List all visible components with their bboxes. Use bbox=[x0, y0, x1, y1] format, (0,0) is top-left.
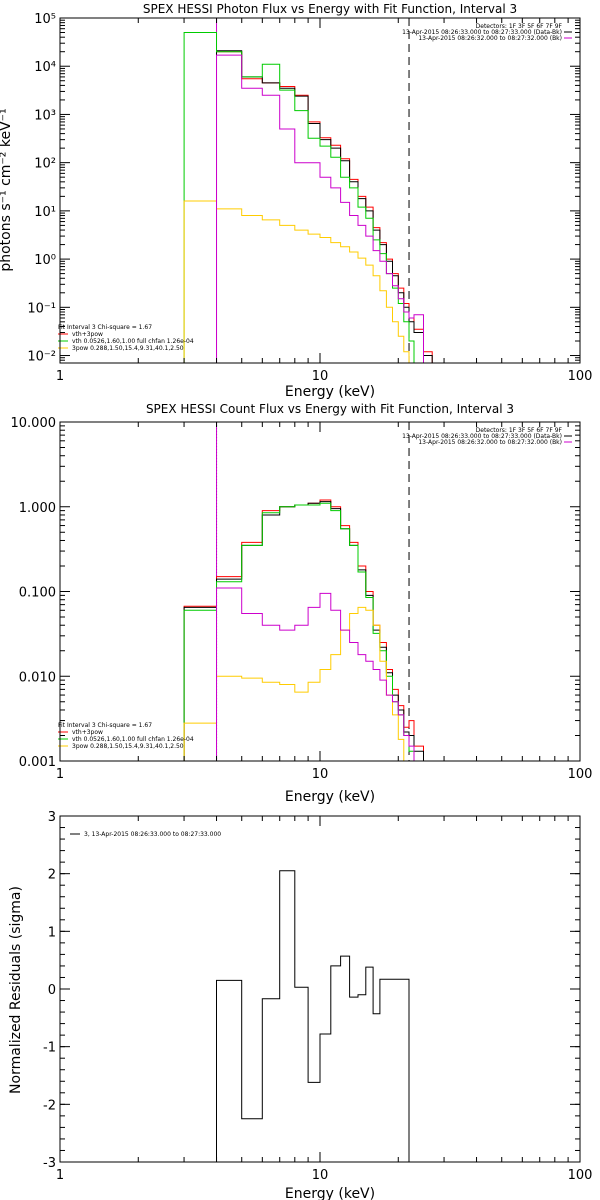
x-tick-label: 100 bbox=[568, 369, 593, 384]
residuals-xlabel: Energy (keV) bbox=[285, 1186, 375, 1200]
count-flux-panel: SPEX HESSI Count Flux vs Energy with Fit… bbox=[11, 402, 593, 805]
legend-entry: 13-Apr-2015 08:26:32.000 to 08:27:32.000… bbox=[418, 35, 562, 42]
y-tick-label: 1.000 bbox=[19, 501, 56, 516]
count-flux-xlabel: Energy (keV) bbox=[285, 789, 375, 805]
fit-legend-header: Fit Interval 3 Chi-square = 1.67 bbox=[58, 722, 152, 729]
y-tick-label: 10⁰ bbox=[34, 253, 56, 268]
residuals-ticks: 1 10 100 -3 -2 -1 0 1 2 3 bbox=[43, 810, 592, 1183]
y-tick-label: 0.010 bbox=[19, 670, 56, 685]
y-tick-label: 10⁴ bbox=[34, 60, 56, 75]
series-line bbox=[216, 51, 433, 363]
photon-flux-title: SPEX HESSI Photon Flux vs Energy with Fi… bbox=[143, 2, 517, 16]
x-tick-label: 1 bbox=[56, 767, 64, 782]
residuals-legend: 3, 13-Apr-2015 08:26:33.000 to 08:27:33.… bbox=[70, 831, 221, 838]
residuals-panel: Energy (keV) Normalized Residuals (sigma… bbox=[8, 810, 592, 1200]
series-line bbox=[216, 870, 410, 1162]
y-tick-label: 1 bbox=[48, 925, 56, 940]
fit-legend-entry: vth 0.0526,1.60,1.00 full chfan 1.26e-04 bbox=[72, 736, 194, 743]
y-tick-label: 2 bbox=[48, 868, 56, 883]
legend-entry: Detectors: 1F 3F 5F 6F 7F 9F bbox=[476, 427, 563, 434]
legend-entry: 3, 13-Apr-2015 08:26:33.000 to 08:27:33.… bbox=[84, 831, 221, 838]
series-line bbox=[183, 501, 424, 761]
y-tick-label: 0.100 bbox=[19, 586, 56, 601]
fit-legend-entry: vth+3pow bbox=[72, 331, 103, 338]
count-flux-marks bbox=[183, 422, 424, 762]
count-flux-ticks: 1 10 100 0.001 0.010 0.100 1.000 10.000 bbox=[11, 416, 593, 782]
photon-flux-ticks: 1 10 100 10⁻² 10⁻¹ 10⁰ 10¹ 10² 10³ 10⁴ 10⁵ bbox=[27, 12, 592, 384]
photon-flux-legend: Detectors: 1F 3F 5F 6F 7F 9F13-Apr-2015 … bbox=[402, 23, 572, 42]
residuals-plot-frame bbox=[59, 815, 581, 1163]
y-tick-label: 3 bbox=[48, 810, 56, 825]
series-line bbox=[216, 54, 424, 363]
x-tick-label: 10 bbox=[312, 1168, 329, 1183]
series-line bbox=[216, 587, 415, 761]
series-line bbox=[183, 499, 424, 761]
photon-flux-xlabel: Energy (keV) bbox=[285, 384, 375, 400]
y-tick-label: 10² bbox=[34, 157, 56, 172]
legend-entry: 13-Apr-2015 08:26:33.000 to 08:27:33.000… bbox=[402, 29, 562, 36]
photon-flux-marks bbox=[183, 18, 433, 363]
y-tick-label: 10⁵ bbox=[34, 12, 56, 27]
y-tick-label: 0 bbox=[48, 983, 56, 998]
legend-entry: 13-Apr-2015 08:26:33.000 to 08:27:33.000… bbox=[402, 433, 562, 440]
x-tick-label: 100 bbox=[568, 767, 593, 782]
fit-legend-entry: 3pow 0.288,1.50,15.4,9.31,40.1,2.50 bbox=[72, 743, 184, 750]
photon-flux-ylabel: photons s⁻¹ cm⁻² keV⁻¹ bbox=[0, 108, 14, 271]
y-tick-label: -2 bbox=[43, 1098, 56, 1113]
series-line bbox=[216, 50, 433, 363]
series-line bbox=[183, 200, 410, 363]
photon-flux-fit-legend: Fit Interval 3 Chi-square = 1.67vth+3pow… bbox=[58, 324, 194, 352]
y-tick-label: -1 bbox=[43, 1041, 56, 1056]
residuals-marks bbox=[216, 870, 410, 1162]
legend-entry: Detectors: 1F 3F 5F 6F 7F 9F bbox=[476, 23, 563, 30]
x-tick-label: 100 bbox=[568, 1168, 593, 1183]
count-flux-title: SPEX HESSI Count Flux vs Energy with Fit… bbox=[146, 402, 514, 416]
fit-legend-entry: vth 0.0526,1.60,1.00 full chfan 1.26e-04 bbox=[72, 338, 194, 345]
y-tick-label: 10.000 bbox=[11, 416, 57, 431]
photon-flux-plot-frame bbox=[59, 17, 581, 364]
y-tick-label: -3 bbox=[43, 1156, 56, 1171]
fit-legend-entry: 3pow 0.288,1.50,15.4,9.31,40.1,2.50 bbox=[72, 345, 184, 352]
x-tick-label: 10 bbox=[312, 767, 329, 782]
y-tick-label: 10⁻¹ bbox=[27, 301, 56, 316]
series-line bbox=[183, 32, 415, 363]
y-tick-label: 10³ bbox=[34, 108, 56, 123]
y-tick-label: 0.001 bbox=[19, 755, 56, 770]
count-flux-legend: Detectors: 1F 3F 5F 6F 7F 9F13-Apr-2015 … bbox=[402, 427, 572, 446]
residuals-ylabel: Normalized Residuals (sigma) bbox=[8, 886, 24, 1094]
y-tick-label: 10¹ bbox=[34, 205, 56, 220]
y-tick-label: 10⁻² bbox=[27, 350, 56, 365]
x-tick-label: 1 bbox=[56, 1168, 64, 1183]
photon-flux-panel: SPEX HESSI Photon Flux vs Energy with Fi… bbox=[0, 2, 592, 400]
fit-legend-header: Fit Interval 3 Chi-square = 1.67 bbox=[58, 324, 152, 331]
count-flux-plot-frame bbox=[59, 421, 581, 762]
fit-legend-entry: vth+3pow bbox=[72, 729, 103, 736]
x-tick-label: 10 bbox=[312, 369, 329, 384]
legend-entry: 13-Apr-2015 08:26:32.000 to 08:27:32.000… bbox=[418, 439, 562, 446]
x-tick-label: 1 bbox=[56, 369, 64, 384]
count-flux-fit-legend: Fit Interval 3 Chi-square = 1.67vth+3pow… bbox=[58, 722, 194, 750]
